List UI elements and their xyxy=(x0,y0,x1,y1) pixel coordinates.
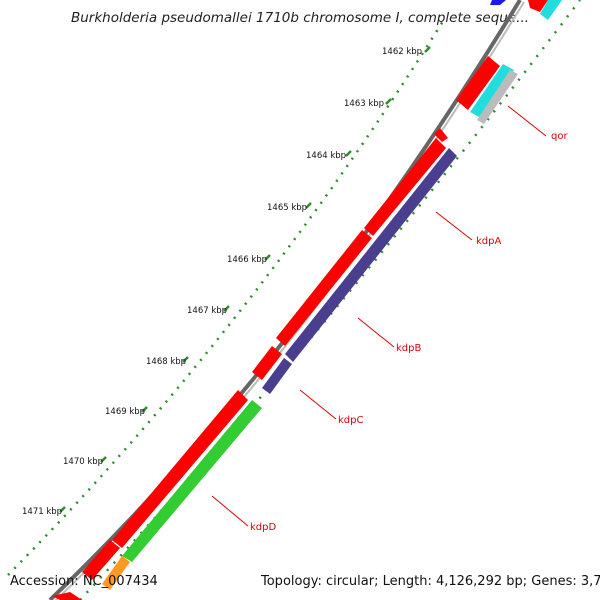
label-leaders xyxy=(211,105,547,527)
gene-label-kdpB: kdpB xyxy=(396,343,421,354)
kbp-label: 1467 kbp xyxy=(187,306,227,316)
kbp-ticks xyxy=(59,46,431,513)
kbp-label: 1468 kbp xyxy=(146,357,186,367)
feature-kdp-operon-blue[interactable] xyxy=(262,148,457,394)
kbp-label: 1462 kbp xyxy=(382,47,422,57)
kbp-label: 1463 kbp xyxy=(344,99,384,109)
kbp-label: 1471 kbp xyxy=(22,507,62,517)
accession-label: Accession: NC_007434 xyxy=(10,574,158,589)
topology-summary: Topology: circular; Length: 4,126,292 bp… xyxy=(261,574,600,589)
feature-bottom-orange[interactable] xyxy=(102,556,130,590)
kbp-label: 1470 kbp xyxy=(63,457,103,467)
kbp-label: 1469 kbp xyxy=(105,407,145,417)
gene-labels: qor kdpA kdpB kdpC kdpD xyxy=(250,131,568,533)
feature-kdpA-red[interactable] xyxy=(364,138,446,236)
feature-kdpD-green[interactable] xyxy=(122,400,262,562)
feature-qor[interactable] xyxy=(456,56,518,124)
feature-cyan-top[interactable] xyxy=(540,0,562,20)
map-title: Burkholderia pseudomallei 1710b chromoso… xyxy=(70,10,530,26)
gene-label-kdpC: kdpC xyxy=(338,415,363,426)
gene-label-qor: qor xyxy=(551,131,568,142)
kbp-label: 1466 kbp xyxy=(227,255,267,265)
gene-label-kdpD: kdpD xyxy=(250,522,276,533)
gene-label-kdpA: kdpA xyxy=(476,236,501,247)
feature-bottom-red[interactable] xyxy=(52,540,120,600)
feature-kdpD-red[interactable] xyxy=(112,390,248,548)
feature-red-top[interactable] xyxy=(528,0,548,12)
chromosome-backbone xyxy=(48,0,525,600)
feature-blue-top[interactable] xyxy=(490,0,506,5)
feature-kdpB-red[interactable] xyxy=(276,230,372,346)
kbp-label: 1465 kbp xyxy=(267,203,307,213)
feature-small-red[interactable] xyxy=(434,128,448,142)
kbp-label: 1464 kbp xyxy=(306,151,346,161)
kbp-labels: 1462 kbp 1463 kbp 1464 kbp 1465 kbp 1466… xyxy=(22,47,422,517)
feature-kdpC-red[interactable] xyxy=(252,346,282,380)
